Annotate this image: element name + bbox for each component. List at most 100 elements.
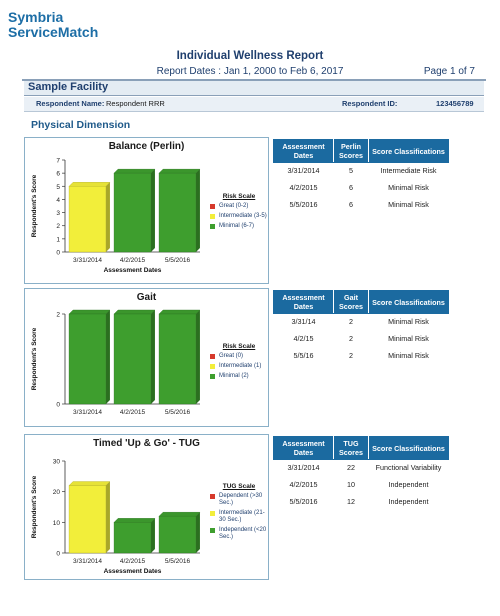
bar-top (113, 518, 156, 523)
col-header-classification: Score Classifications (368, 290, 449, 314)
x-tick-label: 5/5/2016 (165, 257, 191, 264)
cell-class: Minimal Risk (388, 351, 429, 360)
cell-date: 4/2/15 (293, 334, 314, 343)
cell-score: 2 (349, 317, 353, 326)
chart-title: Gait (136, 292, 157, 303)
symbria-logo: Symbria ServiceMatch (8, 10, 98, 40)
cell-score: 5 (349, 166, 353, 175)
y-tick-label: 20 (53, 489, 61, 496)
table-header-row: Assessment Dates Gait Scores Score Class… (273, 290, 449, 314)
legend-item-intermediate: Intermediate (21-30 Sec.) (210, 510, 268, 524)
tug-chart: 0 10 20 30 Respondent's Score 3/31/2014 4/2/20… (31, 459, 201, 575)
cell-date: 5/5/16 (293, 351, 314, 360)
col-header-scores: Gait Scores (333, 290, 369, 314)
tug-chart-panel: Timed 'Up & Go' - TUG 0 10 20 30 Respondent'… (24, 434, 269, 580)
legend-swatch-yellow (210, 511, 215, 516)
y-tick-label: 2 (56, 223, 60, 230)
y-tick-label: 5 (56, 184, 60, 191)
cell-class: Minimal Risk (388, 200, 429, 209)
gait-scores-table: Assessment Dates Gait Scores Score Class… (273, 290, 449, 365)
bar-top (158, 168, 201, 174)
bar-side (150, 169, 155, 252)
x-tick-label: 3/31/2014 (73, 409, 102, 416)
col-header-dates: Assessment Dates (273, 139, 334, 163)
col-header-dates: Assessment Dates (273, 290, 334, 314)
x-tick-label: 4/2/2015 (120, 257, 146, 264)
col-header-classification: Score Classifications (368, 139, 449, 163)
bar-top (113, 168, 156, 174)
tug-scale-legend: TUG Scale Dependent (>30 Sec.) Intermedi… (210, 483, 268, 544)
x-tick-label: 3/31/2014 (73, 558, 102, 565)
y-axis-label: Respondent's Score (31, 475, 38, 538)
bar-side (195, 169, 200, 252)
x-tick-label: 4/2/2015 (120, 558, 146, 565)
bar-top (113, 309, 156, 315)
cell-class: Minimal Risk (388, 183, 429, 192)
legend-swatch-yellow (210, 214, 215, 219)
x-axis-label: Assessment Dates (104, 568, 162, 575)
legend-swatch-yellow (210, 364, 215, 369)
y-axis-label: Respondent's Score (31, 174, 38, 237)
cell-date: 4/2/2015 (289, 183, 318, 192)
respondent-id-label: Respondent ID: (342, 99, 398, 108)
legend-swatch-red (210, 204, 215, 209)
cell-score: 6 (349, 200, 353, 209)
table-row: 5/5/2016 12 Independent (274, 494, 449, 511)
legend-item-great: Great (0-2) (210, 203, 268, 210)
bar-side (105, 182, 110, 252)
x-tick-label: 3/31/2014 (73, 257, 102, 264)
table-row: 5/5/16 2 Minimal Risk (274, 348, 449, 365)
bar-top (68, 309, 111, 315)
cell-class: Minimal Risk (388, 317, 429, 326)
header-divider (22, 79, 486, 81)
x-tick-label: 5/5/2016 (165, 409, 191, 416)
cell-class: Functional Variability (375, 463, 442, 472)
bar (158, 172, 197, 253)
cell-date: 3/31/2014 (287, 463, 320, 472)
respondent-name-label: Respondent Name: (36, 99, 105, 108)
legend-item-minimal: Minimal (6-7) (210, 223, 268, 230)
respondent-id: 123456789 (436, 99, 474, 108)
table-row: 3/31/2014 5 Intermediate Risk (274, 163, 449, 181)
table-row: 3/31/2014 22 Functional Variability (274, 460, 449, 478)
respondent-name: Respondent RRR (106, 99, 165, 108)
bar-side (105, 481, 110, 553)
legend-title: Risk Scale (222, 193, 256, 200)
risk-scale-legend: Risk Scale Great (0) Intermediate (1) Mi… (210, 343, 268, 383)
logo-line-1: Symbria (8, 9, 64, 25)
legend-title: Risk Scale (222, 343, 256, 350)
legend-item-intermediate: Intermediate (1) (210, 363, 268, 370)
bar-top (158, 309, 201, 315)
cell-score: 6 (349, 183, 353, 192)
bar-top (158, 511, 201, 517)
y-tick-label: 3 (56, 210, 60, 217)
y-tick-label: 6 (56, 171, 60, 178)
legend-swatch-green (210, 374, 215, 379)
legend-swatch-green (210, 528, 215, 533)
legend-item-great: Great (0) (210, 353, 268, 360)
balance-scores-table: Assessment Dates Perlin Scores Score Cla… (273, 139, 449, 214)
x-tick-label: 5/5/2016 (165, 558, 191, 565)
cell-score: 12 (347, 497, 355, 506)
cell-date: 4/2/2015 (289, 480, 318, 489)
facility-bar (24, 81, 484, 96)
table-row: 5/5/2016 6 Minimal Risk (274, 197, 449, 214)
y-tick-label: 4 (56, 197, 60, 204)
legend-swatch-red (210, 494, 215, 499)
bar (113, 522, 152, 554)
table-row: 3/31/14 2 Minimal Risk (274, 314, 449, 332)
logo-line-2: ServiceMatch (8, 24, 99, 40)
table-header-row: Assessment Dates TUG Scores Score Classi… (273, 436, 449, 460)
bar (68, 313, 107, 405)
y-tick-label: 10 (53, 520, 61, 527)
y-tick-label: 1 (56, 236, 60, 243)
y-tick-label: 0 (56, 250, 60, 257)
section-title: Physical Dimension (31, 119, 131, 131)
y-tick-label: 0 (56, 402, 60, 409)
balance-chart: 0 1 2 3 4 5 6 7 Respondent's Score 3/31/2014 4/2/2… (31, 158, 201, 274)
legend-item-dependent: Dependent (>30 Sec.) (210, 493, 268, 507)
legend-item-intermediate: Intermediate (3-5) (210, 213, 268, 220)
cell-date: 5/5/2016 (289, 497, 318, 506)
cell-score: 10 (347, 480, 355, 489)
bar-top (68, 481, 111, 486)
